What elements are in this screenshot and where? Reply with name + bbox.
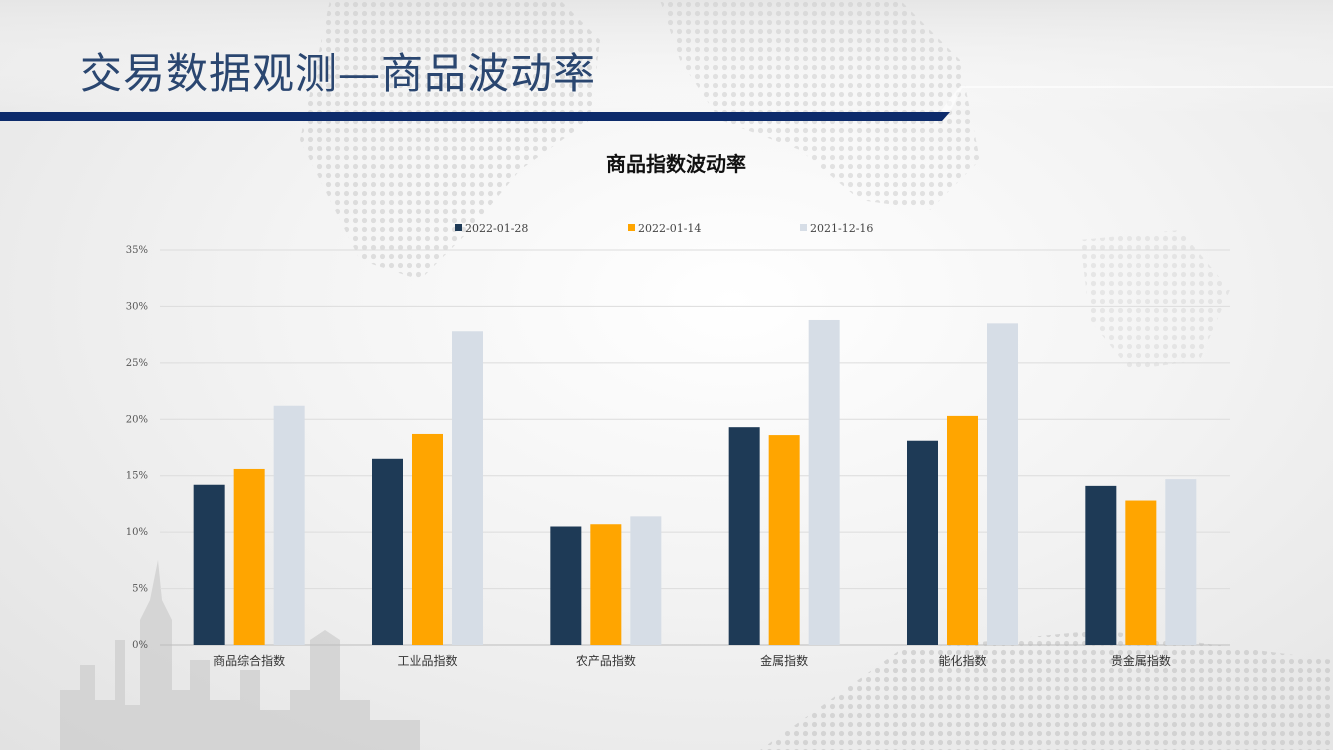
bar [1165,479,1197,645]
bar [412,433,443,645]
x-category-label: 工业品指数 [397,653,457,668]
legend-label: 2022-01-14 [638,222,701,235]
bar [947,415,978,645]
x-category-label: 农产品指数 [576,653,636,668]
x-category-label: 商品综合指数 [213,653,285,668]
x-axis-labels: 商品综合指数 工业品指数 农产品指数 金属指数 能化指数 贵金属指数 [213,653,1171,668]
y-tick-label: 0% [132,640,148,651]
bar [987,323,1018,645]
legend-swatch [628,224,635,231]
bar [630,516,662,645]
chart-title: 商品指数波动率 [606,152,746,176]
bar [768,435,800,645]
y-axis-ticks: 0% 5% 10% 15% 20% 25% 30% 35% [126,245,148,651]
bar [808,319,840,645]
map-dots-center [660,0,980,210]
x-category-label: 金属指数 [760,653,808,668]
x-category-label: 贵金属指数 [1111,653,1171,668]
bar [550,526,582,645]
chart-bars [193,319,1197,645]
legend-label: 2022-01-28 [465,222,528,235]
header-bar [0,112,950,121]
bar [273,405,305,645]
floor-dots [760,630,1333,750]
bar [1085,485,1117,645]
bar [907,440,938,645]
bar [193,484,225,645]
y-tick-label: 30% [126,301,148,312]
y-tick-label: 25% [126,358,148,369]
bar [372,458,403,645]
city-skyline [60,560,420,750]
legend-swatch [455,224,462,231]
legend-label: 2021-12-16 [810,222,873,235]
map-dots-left [300,0,600,280]
y-tick-label: 15% [126,471,148,482]
bar [1125,500,1157,645]
map-dots-right [1080,230,1230,370]
chart-legend: 2022-01-28 2022-01-14 2021-12-16 [455,222,873,235]
bar [452,331,483,645]
y-tick-label: 35% [126,245,148,256]
bar [233,468,265,645]
slide-title: 交易数据观测—商品波动率 [80,49,597,98]
chart-grid [160,249,1230,646]
bar [590,524,622,645]
legend-swatch [800,224,807,231]
y-tick-label: 10% [126,527,148,538]
bar [728,427,760,645]
y-tick-label: 5% [132,584,148,595]
y-tick-label: 20% [126,414,148,425]
x-category-label: 能化指数 [938,653,986,668]
